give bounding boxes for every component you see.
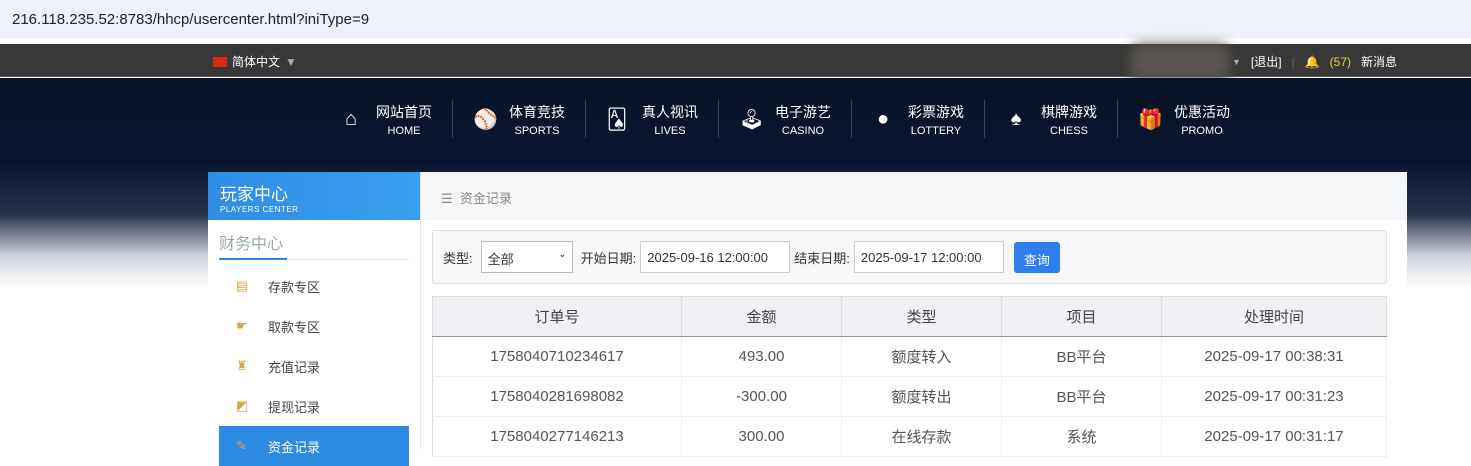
message-count[interactable]: (57): [1329, 54, 1352, 69]
address-bar[interactable]: 216.118.235.52:8783/hhcp/usercenter.html…: [0, 0, 1471, 38]
table-row: 1758040710234617 493.00 额度转入 BB平台 2025-09-17…: [432, 336, 1387, 377]
table-cell: 额度转入: [841, 336, 1002, 377]
breadcrumb: ☰ 资金记录: [421, 172, 1407, 220]
main-content: ☰ 资金记录 类型: 全部 ⌄ 开始日期: 2025-09-16 12:00:00…: [421, 172, 1407, 457]
table-cell: 系统: [1001, 416, 1162, 457]
nav-label: 彩票游戏: [908, 103, 964, 120]
table-cell: 1758040277146213: [432, 416, 682, 457]
table-cell: 2025-09-17 00:31:23: [1161, 376, 1387, 417]
column-header: 处理时间: [1161, 296, 1387, 337]
table-cell: BB平台: [1001, 336, 1162, 377]
nav-sublabel: CASINO: [781, 124, 825, 137]
card-icon: ▤: [236, 278, 249, 293]
home-icon: ⌂: [344, 107, 358, 130]
gift-icon: 🎁: [1138, 108, 1163, 131]
sidebar: 玩家中心 PLAYERS CENTER 财务中心 ▤ 存款专区 ☛ 取款专区 ♜ 充值记录 ◩…: [208, 172, 421, 466]
sidebar-item-label: 取款专区: [268, 319, 321, 335]
nav-sublabel: LIVES: [654, 124, 686, 137]
caret-down-icon: ▼: [285, 54, 297, 69]
sidebar-item-label: 提现记录: [268, 399, 321, 415]
record-icon: ✎: [236, 438, 247, 453]
sidebar-subtitle: PLAYERS CENTER: [220, 205, 299, 214]
nav-label: 体育竞技: [509, 103, 565, 120]
nav-sublabel: PROMO: [1181, 124, 1223, 137]
sidebar-item[interactable]: ✎ 资金记录: [219, 426, 409, 466]
messages-link[interactable]: 新消息: [1361, 55, 1398, 69]
table-cell: BB平台: [1001, 376, 1162, 417]
column-header: 订单号: [432, 296, 682, 337]
sidebar-item-label: 充值记录: [268, 359, 321, 375]
money-bag-icon: ♜: [236, 358, 248, 373]
page-title: 资金记录: [459, 191, 512, 206]
table-cell: 300.00: [681, 416, 842, 457]
table-row: 1758040277146213 300.00 在线存款 系统 2025-09-17 0…: [432, 416, 1387, 457]
hand-money-icon: ☛: [236, 318, 248, 333]
user-center-panel: 玩家中心 PLAYERS CENTER 财务中心 ▤ 存款专区 ☛ 取款专区 ♜ 充值记录 ◩…: [208, 172, 1407, 466]
sidebar-item[interactable]: ♜ 充值记录: [208, 346, 420, 386]
nav-sublabel: HOME: [387, 124, 421, 137]
start-date-label: 开始日期:: [580, 250, 637, 266]
sidebar-item[interactable]: ☛ 取款专区: [208, 306, 420, 346]
sidebar-item[interactable]: ◩ 提现记录: [208, 386, 420, 426]
main-nav: ⌂ 网站首页 HOME ⚾ 体育竞技 SPORTS 🂡 真人视讯 LIVES 🕹 电子游艺 CASIN…: [320, 100, 1250, 138]
wallet-icon: ◩: [236, 398, 249, 413]
nav-sublabel: CHESS: [1050, 124, 1088, 137]
nav-item-sports[interactable]: ⚾ 体育竞技 SPORTS: [452, 100, 585, 138]
nav-item-lives[interactable]: 🂡 真人视讯 LIVES: [585, 100, 718, 138]
menu-icon: ☰: [441, 191, 453, 206]
nav-item-casino[interactable]: 🕹 电子游艺 CASINO: [718, 100, 851, 138]
logout-link[interactable]: [退出]: [1250, 55, 1282, 69]
column-header: 金额: [681, 296, 842, 337]
type-select[interactable]: 全部 ⌄: [480, 241, 573, 273]
table-cell: 2025-09-17 00:38:31: [1161, 336, 1387, 377]
lottery-balls-icon: ●: [876, 107, 890, 130]
nav-label: 电子游艺: [775, 103, 831, 120]
table-row: 1758040281698082 -300.00 额度转出 BB平台 2025-09-1…: [432, 376, 1387, 417]
table-cell: 493.00: [681, 336, 842, 377]
ball-icon: ⚾: [473, 108, 498, 131]
sidebar-item-label: 存款专区: [268, 279, 321, 295]
cards-icon: 🂡: [606, 108, 628, 131]
filter-bar: 类型: 全部 ⌄ 开始日期: 2025-09-16 12:00:00 结束日期: …: [432, 230, 1387, 284]
spade-icon: ♠: [1010, 107, 1022, 130]
nav-sublabel: SPORTS: [514, 124, 560, 137]
sidebar-item[interactable]: ▤ 存款专区: [208, 266, 420, 306]
end-date-input[interactable]: 2025-09-17 12:00:00: [853, 241, 1004, 273]
nav-label: 优惠活动: [1174, 103, 1230, 120]
start-date-input[interactable]: 2025-09-16 12:00:00: [640, 241, 791, 273]
nav-item-promo[interactable]: 🎁 优惠活动 PROMO: [1117, 100, 1250, 138]
end-date-label: 结束日期:: [794, 250, 850, 266]
table-cell: 2025-09-17 00:31:17: [1161, 416, 1387, 457]
language-selector[interactable]: 简体中文 ▼: [213, 53, 297, 70]
language-label: 简体中文: [232, 55, 281, 69]
nav-item-lottery[interactable]: ● 彩票游戏 LOTTERY: [851, 100, 984, 138]
table-cell: -300.00: [681, 376, 842, 417]
column-header: 项目: [1001, 296, 1162, 337]
bell-icon[interactable]: 🔔: [1304, 54, 1320, 69]
type-label: 类型:: [443, 250, 473, 266]
china-flag-icon: [213, 56, 227, 67]
nav-sublabel: LOTTERY: [910, 124, 962, 137]
sidebar-header: 玩家中心 PLAYERS CENTER: [208, 172, 420, 220]
nav-item-chess[interactable]: ♠ 棋牌游戏 CHESS: [984, 100, 1117, 138]
query-button[interactable]: 查询: [1013, 241, 1060, 273]
nav-label: 真人视讯: [642, 103, 698, 120]
table-cell: 在线存款: [841, 416, 1002, 457]
top-bar: 简体中文 ▼ ▼ [退出] | 🔔 (57) 新消息: [0, 44, 1471, 80]
joystick-icon: 🕹: [739, 108, 765, 131]
table-cell: 1758040710234617: [432, 336, 682, 377]
section-title: 财务中心: [219, 230, 409, 260]
sidebar-item-label: 资金记录: [268, 439, 321, 455]
table-cell: 额度转出: [841, 376, 1002, 417]
column-header: 类型: [841, 296, 1002, 337]
table-cell: 1758040281698082: [432, 376, 682, 417]
nav-label: 棋牌游戏: [1041, 103, 1097, 120]
fund-records-table: 订单号 金额 类型 项目 处理时间 1758040710234617 493.00 额度转入 B…: [432, 296, 1387, 457]
caret-down-icon[interactable]: ▼: [1232, 56, 1241, 67]
sidebar-title: 玩家中心: [220, 185, 288, 204]
chevron-down-icon: ⌄: [558, 249, 567, 260]
nav-item-home[interactable]: ⌂ 网站首页 HOME: [320, 100, 452, 138]
nav-label: 网站首页: [376, 103, 432, 120]
username-blurred: [1130, 44, 1230, 80]
